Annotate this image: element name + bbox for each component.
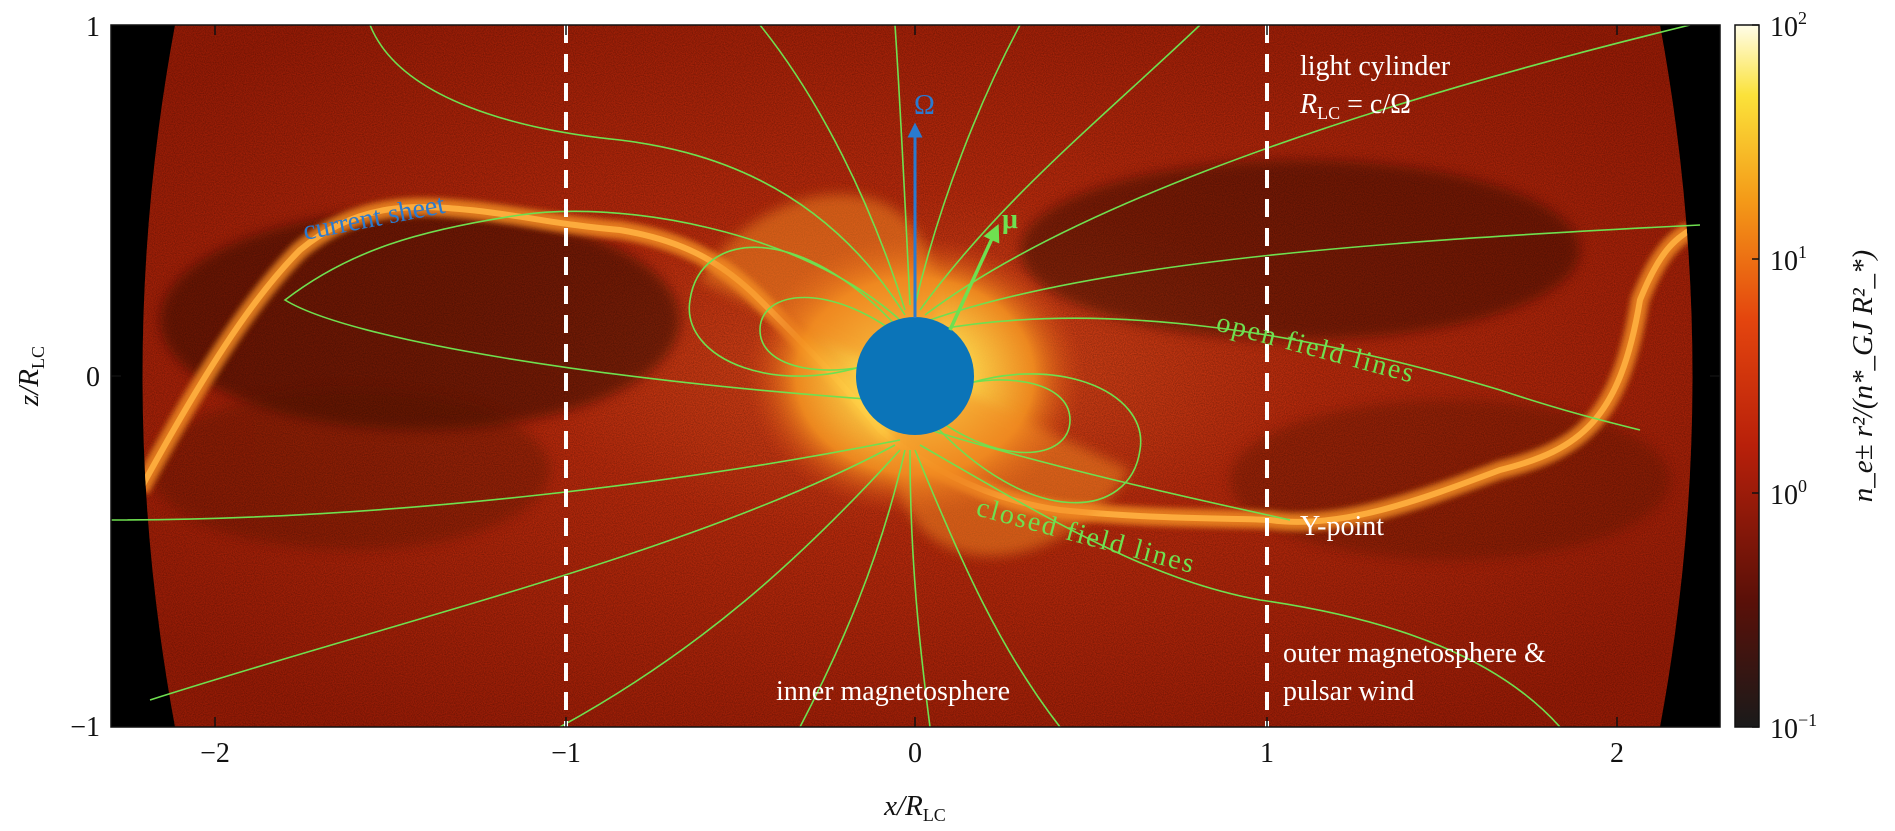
colorbar-tick: 102 xyxy=(1770,8,1807,43)
y-tick-label: 0 xyxy=(86,362,100,393)
light-cylinder-title: light cylinder xyxy=(1300,51,1451,82)
mu-label: μ xyxy=(1002,204,1020,235)
colorbar-tick: 101 xyxy=(1770,242,1807,277)
y-point-label: Y-point xyxy=(1300,511,1384,542)
x-axis-label: x/RLC xyxy=(883,790,946,825)
x-tick-label: −1 xyxy=(551,738,581,769)
y-tick-label: −1 xyxy=(70,712,100,743)
mu-arrow xyxy=(948,224,1000,331)
x-tick-label: −2 xyxy=(200,738,230,769)
x-tick-label: 2 xyxy=(1610,738,1624,769)
y-axis-label: z/RLC xyxy=(13,346,48,407)
x-tick-label: 0 xyxy=(908,738,922,769)
neutron-star xyxy=(856,317,974,435)
pulsar-wind-label: pulsar wind xyxy=(1283,676,1414,707)
colorbar xyxy=(1734,24,1760,728)
y-tick-label: 1 xyxy=(86,12,100,43)
colorbar-tick: 10−1 xyxy=(1770,710,1817,745)
light-cylinder-formula: RLC = c/Ω xyxy=(1299,89,1411,123)
colorbar-tick: 100 xyxy=(1770,476,1807,511)
outer-magnetosphere-label: outer magnetosphere & xyxy=(1283,638,1546,669)
colorbar-label: n_e± r²/(n*_GJ R²_*) xyxy=(1847,250,1879,502)
inner-magnetosphere-label: inner magnetosphere xyxy=(776,676,1010,707)
omega-label: Ω xyxy=(914,90,935,121)
x-tick-label: 1 xyxy=(1260,738,1274,769)
field-lines xyxy=(111,25,1701,727)
